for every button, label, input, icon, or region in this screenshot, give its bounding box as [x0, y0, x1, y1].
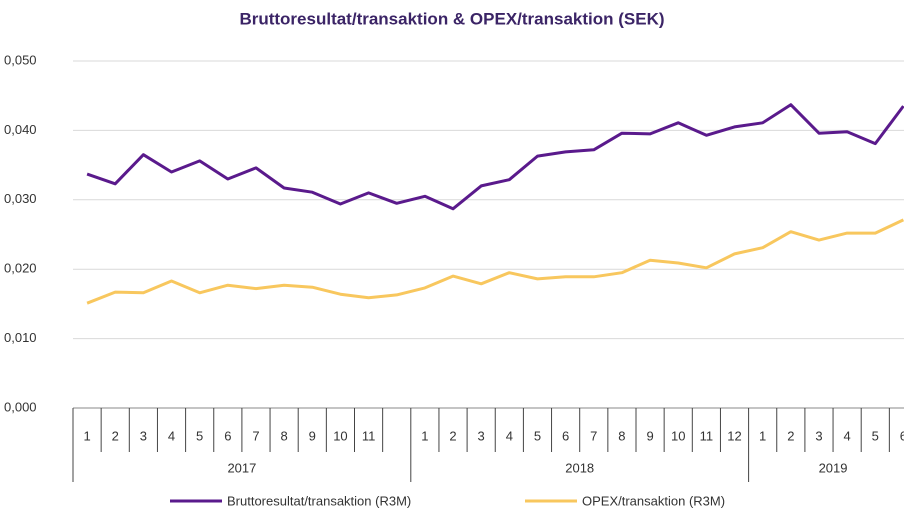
- group-label: 2018: [565, 460, 594, 475]
- y-tick-label: 0,010: [4, 330, 37, 345]
- y-tick-label: 0,020: [4, 261, 37, 276]
- x-tick-label: 4: [844, 428, 851, 443]
- chart-title: Bruttoresultat/transaktion & OPEX/transa…: [239, 9, 664, 28]
- x-tick-label: 9: [309, 428, 316, 443]
- x-tick-label: 6: [224, 428, 231, 443]
- group-label: 2019: [819, 460, 848, 475]
- x-tick-label: 6: [900, 428, 904, 443]
- line: [86, 218, 904, 305]
- y-tick-label: 0,040: [4, 122, 37, 137]
- x-tick-label: 11: [700, 428, 714, 443]
- x-tick-label: 4: [168, 428, 175, 443]
- x-tick-label: 8: [618, 428, 625, 443]
- x-tick-label: 5: [534, 428, 541, 443]
- x-tick-label: 1: [421, 428, 428, 443]
- x-tick-label: 7: [252, 428, 259, 443]
- x-tick-label: 10: [333, 428, 347, 443]
- y-tick-label: 0,000: [4, 399, 37, 414]
- y-tick-label: 0,030: [4, 191, 37, 206]
- y-tick-label: 0,050: [4, 52, 37, 67]
- x-tick-label: 11: [362, 428, 376, 443]
- group-label: 2017: [227, 460, 256, 475]
- x-tick-label: 3: [815, 428, 822, 443]
- x-tick-label: 10: [671, 428, 685, 443]
- x-tick-label: 1: [759, 428, 766, 443]
- x-tick-label: 2: [787, 428, 794, 443]
- x-tick-label: 4: [506, 428, 513, 443]
- x-tick-label: 8: [281, 428, 288, 443]
- legend-label: OPEX/transaktion (R3M): [582, 493, 725, 508]
- x-tick-label: 9: [646, 428, 653, 443]
- legend-label: Bruttoresultat/transaktion (R3M): [227, 493, 411, 508]
- x-tick-label: 3: [478, 428, 485, 443]
- x-tick-label: 7: [590, 428, 597, 443]
- x-tick-label: 2: [449, 428, 456, 443]
- x-tick-label: 2: [112, 428, 119, 443]
- x-tick-label: 5: [872, 428, 879, 443]
- line: [86, 103, 904, 211]
- x-tick-label: 12: [727, 428, 741, 443]
- x-tick-label: 6: [562, 428, 569, 443]
- x-tick-label: 3: [140, 428, 147, 443]
- x-tick-label: 5: [196, 428, 203, 443]
- x-tick-label: 1: [83, 428, 90, 443]
